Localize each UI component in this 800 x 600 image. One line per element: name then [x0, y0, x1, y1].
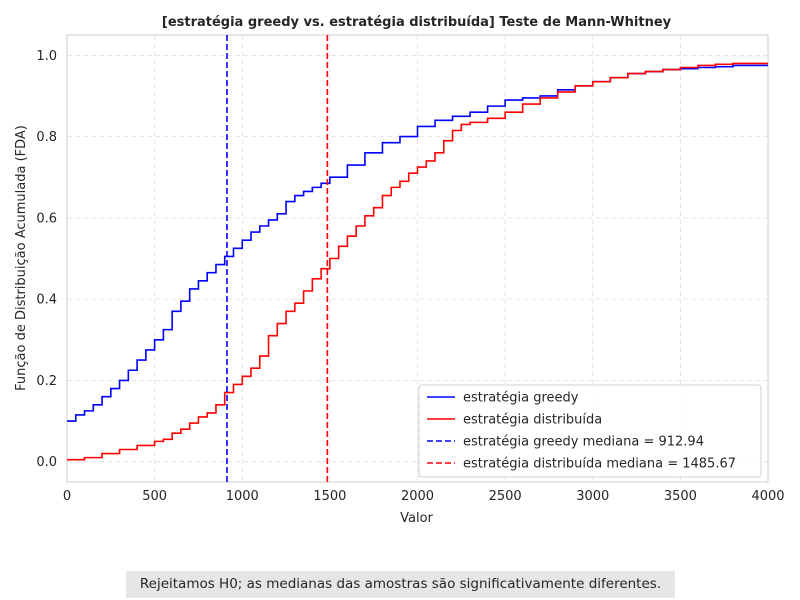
- legend-label-0: estratégia greedy: [463, 391, 579, 406]
- x-tick-label: 2000: [401, 489, 434, 504]
- y-tick-label: 0.4: [36, 293, 57, 308]
- x-tick-label: 3000: [576, 489, 609, 504]
- x-axis-label: Valor: [400, 511, 433, 526]
- y-tick-label: 0.0: [36, 455, 57, 470]
- x-tick-label: 4000: [751, 489, 784, 504]
- x-tick-label: 1000: [226, 489, 259, 504]
- y-tick-label: 0.2: [36, 374, 57, 389]
- legend-label-1: estratégia distribuída: [463, 413, 602, 428]
- x-tick-label: 3500: [664, 489, 697, 504]
- series-line-1: [67, 62, 768, 461]
- axes-frame: [66, 34, 769, 483]
- y-axis-label: Função de Distribuição Acumulada (FDA): [14, 125, 29, 391]
- y-tick-label: 0.6: [36, 211, 57, 226]
- x-tick-label: 500: [142, 489, 167, 504]
- y-tick-label: 1.0: [36, 49, 57, 64]
- result-annotation: Rejeitamos H0; as medianas das amostras …: [126, 571, 675, 598]
- y-tick-label: 0.8: [36, 130, 57, 145]
- chart-title: [estratégia greedy vs. estratégia distri…: [162, 15, 672, 30]
- plot-area: 0 500 1000 1500 2000 2500 3000 3500 4000 0.0 0.2 0.…: [36, 34, 785, 504]
- x-tick-label: 2500: [489, 489, 522, 504]
- legend-box: [418, 384, 762, 478]
- legend-label-3: estratégia distribuída mediana = 1485.67: [463, 457, 736, 472]
- x-tick-label: 1500: [313, 489, 346, 504]
- legend-label-2: estratégia greedy mediana = 912.94: [463, 435, 704, 450]
- x-tick-label: 0: [63, 489, 71, 504]
